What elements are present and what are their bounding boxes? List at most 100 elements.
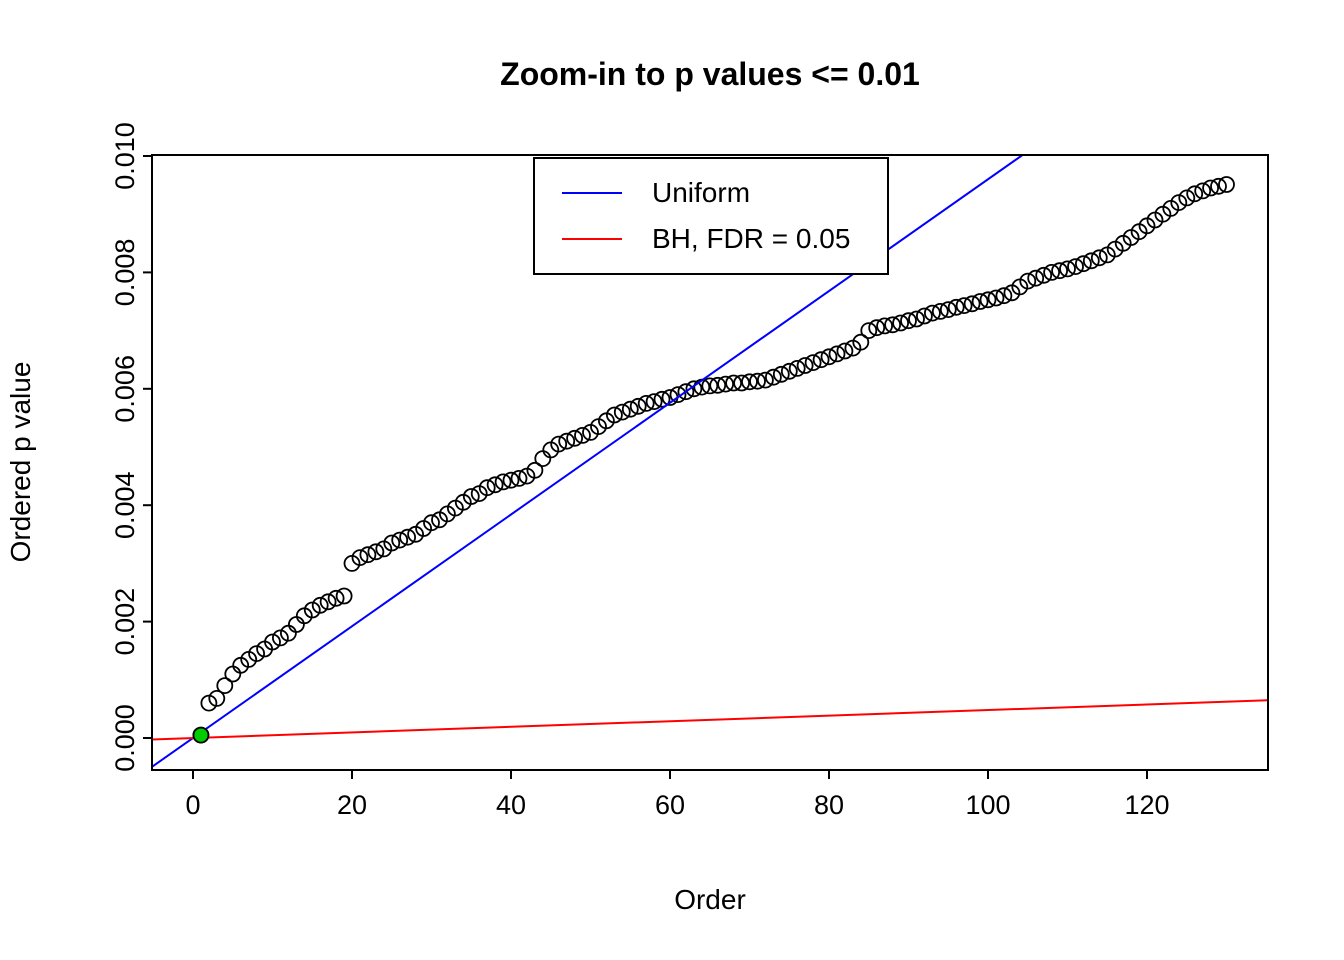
- x-tick-label: 120: [1124, 790, 1169, 820]
- y-tick-label: 0.004: [110, 471, 140, 539]
- plot-content: [152, 155, 1268, 768]
- data-point: [939, 301, 957, 319]
- data-point: [327, 589, 345, 607]
- data-point: [248, 645, 266, 662]
- data-point: [892, 314, 909, 332]
- data-point: [558, 432, 576, 450]
- data-point: [216, 677, 234, 694]
- data-point: [955, 297, 973, 315]
- x-tick-label: 80: [814, 790, 844, 820]
- data-point: [701, 377, 719, 395]
- data-point: [828, 345, 846, 363]
- scatter-points: [192, 176, 1235, 744]
- y-tick-label: 0.002: [110, 588, 140, 656]
- data-point: [804, 354, 822, 372]
- data-point: [423, 514, 440, 532]
- data-point: [645, 393, 663, 411]
- data-point: [820, 348, 838, 366]
- data-point: [613, 403, 631, 421]
- legend-label-uniform: Uniform: [652, 177, 751, 208]
- data-point: [772, 365, 790, 383]
- data-point: [812, 351, 830, 369]
- data-point: [1202, 179, 1219, 197]
- legend: Uniform BH, FDR = 0.05: [533, 157, 889, 275]
- data-point: [271, 629, 289, 647]
- data-point: [367, 543, 385, 561]
- data-point: [709, 376, 727, 394]
- data-point: [1075, 255, 1092, 273]
- data-point: [526, 461, 544, 479]
- data-point: [765, 368, 782, 386]
- data-point: [669, 386, 687, 404]
- data-point: [757, 371, 774, 389]
- data-point: [1082, 252, 1100, 270]
- data-point: [979, 291, 997, 309]
- data-point: [359, 546, 377, 564]
- data-point: [924, 304, 941, 322]
- x-tick-label: 100: [965, 790, 1010, 820]
- data-point: [677, 383, 695, 401]
- data-point: [971, 293, 989, 310]
- data-point: [1027, 269, 1045, 287]
- data-point: [1043, 263, 1060, 281]
- data-point: [1210, 177, 1227, 195]
- data-point: [629, 397, 647, 415]
- data-point: [685, 380, 703, 398]
- data-point: [1067, 258, 1084, 276]
- legend-item-bh: BH, FDR = 0.05: [562, 224, 887, 254]
- data-point: [1035, 266, 1053, 284]
- data-point: [741, 373, 758, 391]
- data-point: [383, 534, 401, 552]
- x-tick-label: 20: [337, 790, 367, 820]
- data-point: [987, 289, 1005, 307]
- plot-border: [151, 154, 1269, 771]
- data-point: [351, 549, 369, 566]
- data-point: [876, 317, 893, 335]
- data-point: [1186, 185, 1204, 203]
- data-point: [836, 342, 854, 360]
- x-tick-label: 40: [496, 790, 526, 820]
- data-point: [884, 316, 901, 334]
- data-point: [502, 471, 520, 489]
- data-point: [908, 310, 925, 328]
- data-point: [653, 390, 671, 408]
- data-point: [478, 479, 496, 497]
- bh-threshold-line: [152, 699, 1268, 741]
- data-point: [264, 633, 281, 651]
- data-point: [868, 319, 886, 337]
- uniform-line: [152, 155, 1025, 768]
- legend-item-uniform: Uniform: [562, 178, 887, 208]
- data-point: [717, 375, 734, 393]
- data-point: [725, 374, 742, 392]
- y-tick-label: 0.006: [110, 355, 140, 423]
- data-point: [852, 333, 870, 351]
- x-axis-label: Order: [674, 884, 746, 915]
- data-point: [1218, 176, 1235, 193]
- data-point: [494, 473, 512, 491]
- data-point: [1178, 189, 1196, 207]
- data-point: [1051, 262, 1068, 280]
- x-tick-label: 0: [185, 790, 200, 820]
- data-point: [319, 593, 337, 611]
- uniform-line-swatch: [562, 192, 622, 194]
- data-point: [637, 394, 655, 412]
- data-point: [606, 406, 623, 424]
- data-point: [208, 690, 226, 707]
- data-point: [1194, 182, 1212, 200]
- data-point: [749, 372, 766, 390]
- data-point: [550, 435, 568, 453]
- data-point: [1170, 194, 1188, 212]
- data-point: [780, 362, 798, 380]
- y-tick-label: 0.008: [110, 239, 140, 307]
- data-point: [391, 531, 409, 549]
- data-point: [486, 476, 504, 494]
- data-point: [510, 469, 528, 487]
- data-point: [900, 312, 917, 330]
- data-point: [1090, 249, 1108, 267]
- data-point: [566, 429, 583, 447]
- data-point: [916, 307, 933, 325]
- data-point: [224, 665, 242, 683]
- data-point: [796, 357, 814, 374]
- y-axis-label: Ordered p value: [5, 362, 36, 563]
